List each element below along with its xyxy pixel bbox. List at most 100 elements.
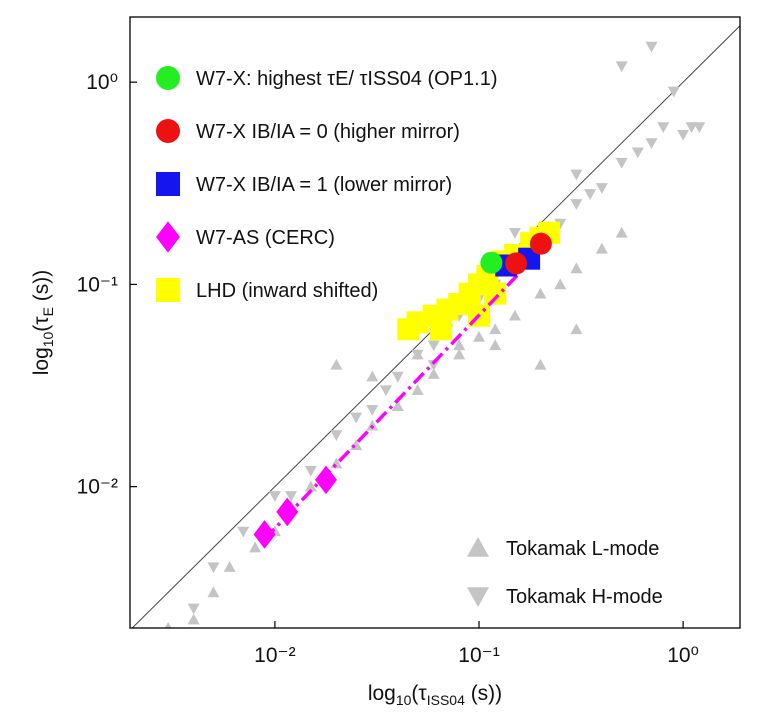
marker [350,412,363,424]
x-tick-label: 10⁰ [667,644,699,667]
legend-marker [156,278,180,302]
marker [508,309,521,321]
marker [584,189,597,200]
marker [379,385,392,397]
marker [480,251,503,274]
marker [645,138,658,150]
marker [304,465,317,477]
y-axis-label-part: E [40,307,56,316]
legend-marker [467,537,489,557]
marker [411,348,424,360]
legend-label: Tokamak H-mode [506,586,663,608]
y-tick-label: 10⁻¹ [77,273,118,296]
marker [164,622,172,628]
marker [366,370,379,382]
legend-label: LHD (inward shifted) [196,280,378,302]
marker [615,61,628,73]
marker [489,323,502,335]
legend-label: Tokamak L-mode [506,538,659,560]
marker [315,465,338,495]
marker [570,262,583,274]
y-tick-label: 10⁰ [86,71,118,94]
marker [366,404,379,416]
marker [207,586,220,598]
x-axis-label-part: log [368,682,396,705]
marker [429,318,452,341]
marker [534,287,547,299]
marker [693,122,706,134]
x-axis-label-part: (s)) [465,682,502,705]
marker [685,122,698,134]
marker [484,282,507,305]
fit-line [263,244,548,541]
legend-marker [156,66,180,90]
legend-label: W7-X IB/IA = 0 (higher mirror) [196,121,460,143]
y-tick-label: 10⁻² [77,476,118,499]
marker [391,371,404,383]
x-axis-label-part: (τ [411,682,427,705]
plot-frame [129,16,741,629]
marker [427,340,440,352]
marker [595,183,608,194]
legend-marker [156,119,180,143]
marker [595,242,608,254]
legend-label: W7-X: highest τE/ τISS04 (OP1.1) [196,68,497,90]
marker [570,199,583,210]
marker [529,232,552,255]
marker [453,348,466,360]
legend-marker [467,587,489,607]
marker [285,491,298,502]
marker [453,339,466,351]
x-axis-label: log10(τISS04 (s)) [368,682,502,708]
marker [554,218,567,230]
marker [570,323,583,335]
y-axis-label: log10(τE (s)) [30,270,56,376]
y-axis-label-part: (τ [30,316,53,332]
legend-label: W7-AS (CERC) [196,227,335,249]
y-axis-label-part: log [30,347,53,375]
x-tick-label: 10⁻² [254,644,295,667]
legend-marker [156,172,180,196]
marker [207,562,220,574]
marker [667,86,680,98]
y-axis-label-part: 10 [40,331,56,347]
marker [304,480,317,492]
marker [276,497,299,527]
marker [237,526,250,538]
marker [631,147,644,159]
marker [223,561,236,572]
marker [615,226,628,238]
marker [657,122,670,134]
marker [427,360,440,371]
marker [187,613,200,625]
marker [534,358,547,370]
marker [554,278,567,290]
marker [411,384,424,395]
marker [473,330,486,342]
marker [330,358,343,370]
marker [330,430,343,442]
x-tick-label: 10⁻¹ [458,644,499,667]
marker [268,491,281,502]
marker [615,157,628,169]
marker [427,368,440,379]
marker [677,129,690,141]
x-axis-label-part: ISS04 [427,692,465,708]
legend-marker [156,221,180,253]
legend-label: W7-X IB/IA = 1 (lower mirror) [196,174,452,196]
marker [187,603,200,615]
y-axis-label-part: (s)) [30,270,53,307]
marker [508,227,521,239]
marker [253,520,276,549]
marker [489,339,502,351]
x-axis-label-part: 10 [396,692,412,708]
marker [505,252,528,275]
marker [645,41,658,53]
plot-area [131,25,740,628]
marker [249,541,262,553]
marker [391,400,404,411]
marker [570,169,583,181]
